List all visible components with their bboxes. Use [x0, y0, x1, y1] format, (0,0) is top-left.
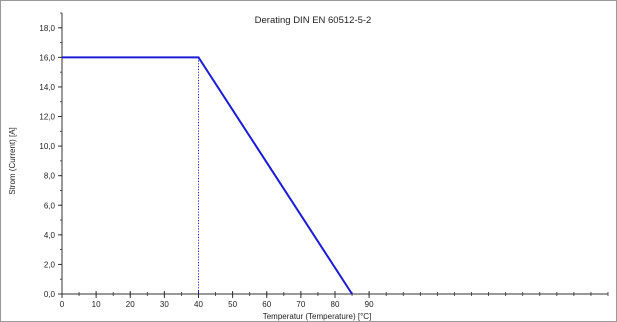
y-tick-label: 12,0: [39, 113, 55, 122]
series-line: [62, 56, 353, 295]
y-tick-label: 0,0: [44, 290, 56, 299]
x-tick-label: 20: [126, 300, 135, 309]
x-tick-label: 60: [262, 300, 271, 309]
y-tick-label: 8,0: [44, 172, 56, 181]
y-tick-label: 6,0: [44, 201, 56, 210]
plot-marks: [62, 56, 353, 295]
y-tick-label: 14,0: [39, 83, 55, 92]
x-tick-label: 70: [296, 300, 305, 309]
axes: 0,0 2,0 4,0 6,0 8,0 10,0 12,0 14,0 16,0 18,0 0 10 20…: [39, 12, 609, 309]
y-tick-label: 18,0: [39, 24, 55, 33]
x-tick-label: 90: [365, 300, 374, 309]
x-tick-label: 10: [92, 300, 101, 309]
y-tick-label: 16,0: [39, 53, 55, 62]
chart-title: Derating DIN EN 60512-5-2: [255, 15, 372, 26]
x-tick-label: 30: [160, 300, 169, 309]
x-tick-label: 50: [228, 300, 237, 309]
x-tick-label: 80: [331, 300, 340, 309]
y-tick-label: 4,0: [44, 231, 56, 240]
x-axis-title: Temperatur (Temperature) [°C]: [263, 312, 372, 321]
y-tick-label: 10,0: [39, 142, 55, 151]
y-tick-label: 2,0: [44, 260, 56, 269]
y-axis-title: Strom (Current) [A]: [8, 127, 17, 195]
x-tick-label: 0: [60, 300, 65, 309]
x-tick-label: 40: [194, 300, 203, 309]
